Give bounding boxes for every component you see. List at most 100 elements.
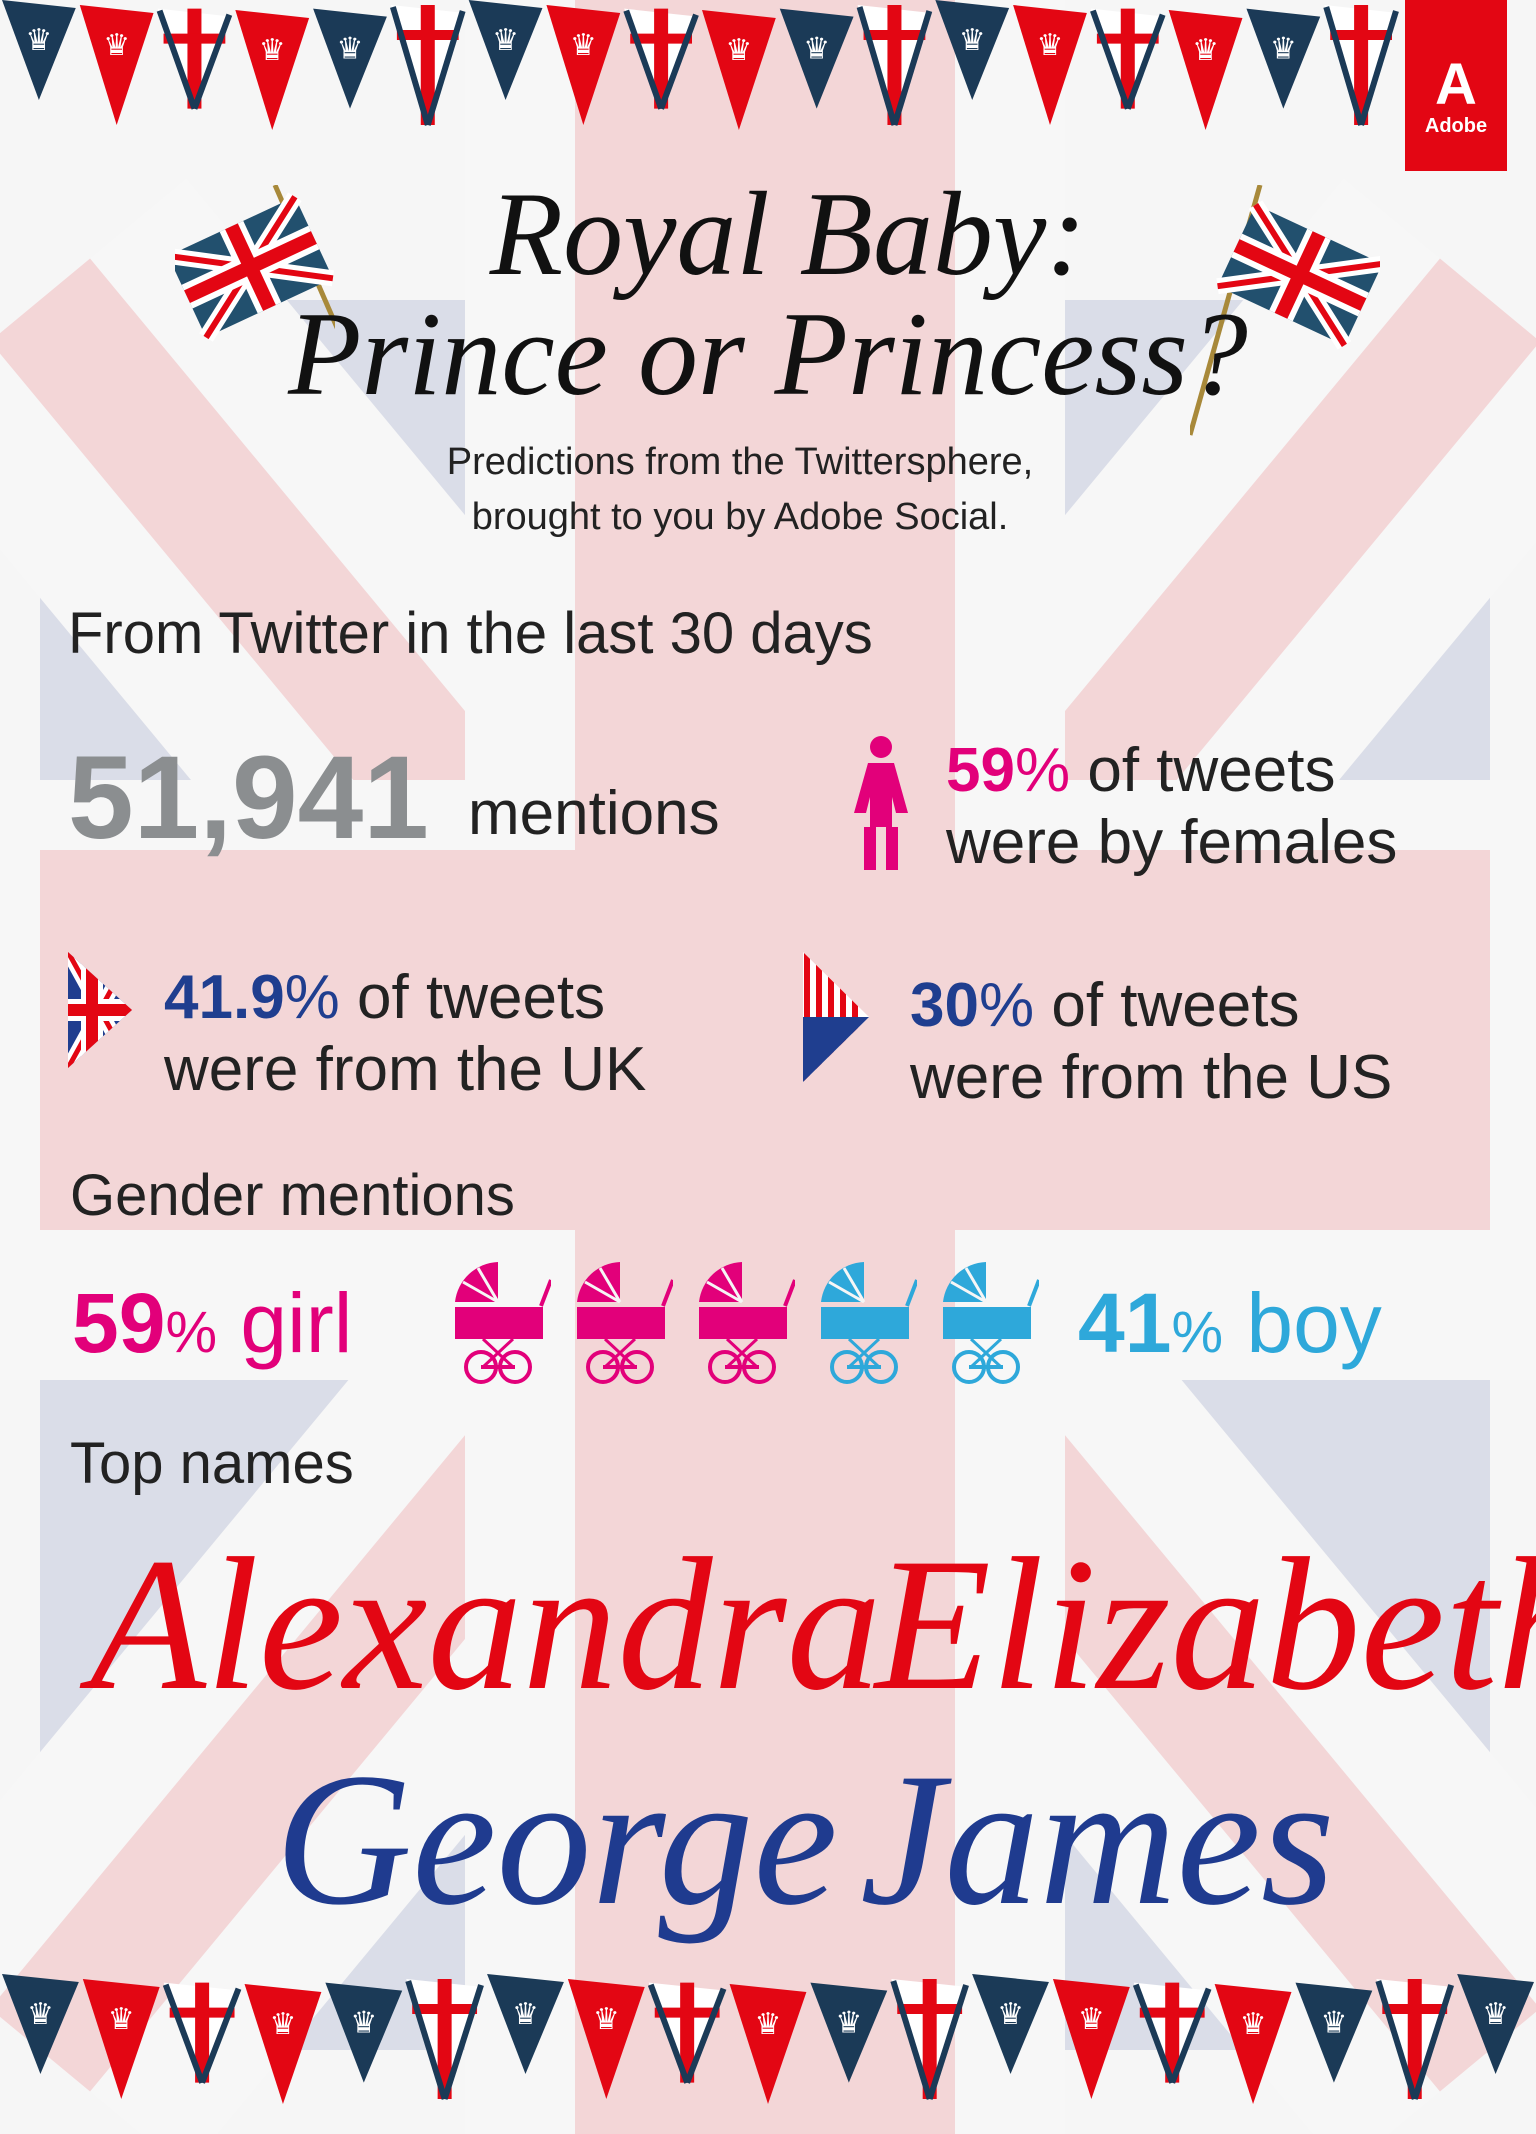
- us-line1: of tweets: [1034, 971, 1300, 1040]
- svg-text:♛: ♛: [1240, 2008, 1267, 2041]
- adobe-logo-text: Adobe: [1424, 115, 1488, 137]
- bunting-bottom: ♛ ♛ ♛ ♛ ♛ ♛ ♛ ♛ ♛ ♛ ♛ ♛ ♛: [2, 1974, 1534, 2104]
- us-pct: %: [978, 971, 1035, 1040]
- pennant-crown-icon: ♛: [810, 1982, 888, 2083]
- pram-icon-girl: [699, 1262, 795, 1384]
- us-flag-icon: [803, 952, 869, 1082]
- us-stat: 30% of tweets were from the US: [910, 970, 1392, 1114]
- name-george: George: [275, 1735, 838, 1945]
- uk-line1: of tweets: [339, 963, 606, 1032]
- pram-icon-boy: [821, 1262, 917, 1384]
- boy-stat: 41% boy: [1078, 1275, 1382, 1372]
- female-icon: [854, 736, 908, 870]
- uk-stat: 41.9% of tweets were from the UK: [164, 962, 646, 1106]
- pennant-crown-icon: ♛: [235, 10, 310, 130]
- adobe-a-icon: A: [1435, 52, 1477, 117]
- boy-value: 41: [1078, 1276, 1172, 1370]
- boy-label: boy: [1223, 1276, 1382, 1370]
- svg-text:♛: ♛: [1078, 2003, 1105, 2036]
- pennant-union-jack-icon: [405, 1979, 484, 2100]
- pennant-crown-icon: ♛: [468, 0, 543, 100]
- svg-text:♛: ♛: [337, 33, 364, 66]
- female-line2: were by females: [946, 808, 1398, 877]
- svg-text:♛: ♛: [593, 2003, 620, 2036]
- svg-text:♛: ♛: [103, 29, 130, 62]
- pennant-crown-icon: ♛: [79, 5, 154, 125]
- svg-text:♛: ♛: [25, 24, 52, 57]
- pennant-union-jack-icon: [1090, 8, 1166, 110]
- pennant-crown-icon: ♛: [546, 5, 621, 125]
- female-value: 59: [946, 736, 1015, 805]
- uk-flag-icon: [68, 952, 132, 1068]
- girl-value: 59: [72, 1276, 166, 1370]
- top-names-heading: Top names: [70, 1431, 354, 1496]
- uk-value: 41.9: [164, 963, 285, 1032]
- pram-icon-girl: [455, 1262, 551, 1384]
- svg-text:♛: ♛: [570, 29, 597, 62]
- svg-text:♛: ♛: [959, 24, 986, 57]
- name-alexandra: Alexandra: [90, 1520, 882, 1730]
- svg-text:♛: ♛: [755, 2008, 782, 2041]
- mentions-value: 51,941: [68, 732, 429, 864]
- mentions-label: mentions: [468, 779, 720, 848]
- pennant-crown-icon: ♛: [325, 1982, 403, 2083]
- pennant-crown-icon: ♛: [1457, 1974, 1534, 2074]
- name-james: James: [860, 1735, 1335, 1945]
- pennant-crown-icon: ♛: [972, 1974, 1049, 2074]
- svg-text:♛: ♛: [997, 1998, 1024, 2031]
- svg-text:♛: ♛: [512, 1998, 539, 2031]
- female-line1: of tweets: [1070, 736, 1336, 805]
- pennant-crown-icon: ♛: [1214, 1984, 1292, 2104]
- us-value: 30: [910, 971, 979, 1040]
- svg-text:♛: ♛: [725, 34, 752, 67]
- pennant-crown-icon: ♛: [1013, 5, 1087, 125]
- twitter-heading: From Twitter in the last 30 days: [68, 601, 873, 666]
- pennant-union-jack-icon: [1375, 1979, 1455, 2100]
- svg-text:♛: ♛: [1270, 33, 1297, 66]
- female-pct: %: [1014, 736, 1071, 805]
- pennant-crown-icon: ♛: [313, 8, 387, 109]
- pennant-crown-icon: ♛: [1052, 1979, 1130, 2099]
- pennant-crown-icon: ♛: [487, 1974, 564, 2074]
- pennant-union-jack-icon: [1132, 1982, 1212, 2084]
- pennant-crown-icon: ♛: [702, 10, 776, 130]
- svg-text:♛: ♛: [259, 34, 286, 67]
- svg-text:♛: ♛: [835, 2007, 862, 2040]
- pennant-crown-icon: ♛: [1295, 1982, 1373, 2083]
- pennant-crown-icon: ♛: [2, 1974, 79, 2074]
- girl-stat: 59% girl: [72, 1275, 352, 1372]
- pennant-union-jack-icon: [623, 8, 699, 110]
- svg-text:♛: ♛: [803, 33, 830, 66]
- svg-text:♛: ♛: [1192, 34, 1219, 67]
- bunting-top: ♛ ♛ ♛ ♛ ♛ ♛ ♛ ♛ ♛ ♛ ♛ ♛: [2, 0, 1399, 130]
- gender-heading: Gender mentions: [70, 1163, 515, 1228]
- adobe-logo[interactable]: A Adobe: [1405, 0, 1507, 171]
- pennant-union-jack-icon: [1323, 5, 1399, 126]
- girl-label: girl: [217, 1276, 353, 1370]
- us-line2: were from the US: [910, 1043, 1393, 1112]
- pennant-crown-icon: ♛: [729, 1984, 807, 2104]
- subtitle-line-2: brought to you by Adobe Social.: [471, 496, 1009, 538]
- svg-text:♛: ♛: [492, 24, 519, 57]
- boy-pct: %: [1171, 1300, 1224, 1365]
- pennant-union-jack-icon: [856, 5, 933, 126]
- pennant-union-jack-icon: [647, 1982, 727, 2084]
- svg-text:♛: ♛: [350, 2007, 377, 2040]
- svg-text:♛: ♛: [27, 1998, 54, 2031]
- svg-text:♛: ♛: [269, 2008, 296, 2041]
- pram-icon-girl: [577, 1262, 673, 1384]
- pennant-crown-icon: ♛: [82, 1979, 160, 2099]
- name-elizabeth: Elizabeth: [875, 1520, 1536, 1730]
- female-stat: 59% of tweets were by females: [946, 735, 1397, 879]
- pram-row: [453, 1262, 1039, 1386]
- uk-line2: were from the UK: [164, 1035, 647, 1104]
- pennant-crown-icon: ♛: [1168, 10, 1243, 130]
- subtitle-line-1: Predictions from the Twittersphere,: [446, 441, 1034, 483]
- svg-text:♛: ♛: [1037, 29, 1064, 62]
- pennant-union-jack-icon: [890, 1979, 969, 2100]
- pennant-union-jack-icon: [162, 1982, 242, 2084]
- girl-pct: %: [165, 1300, 218, 1365]
- pennant-crown-icon: ♛: [935, 0, 1010, 100]
- title-line-2: Prince or Princess?: [288, 287, 1248, 420]
